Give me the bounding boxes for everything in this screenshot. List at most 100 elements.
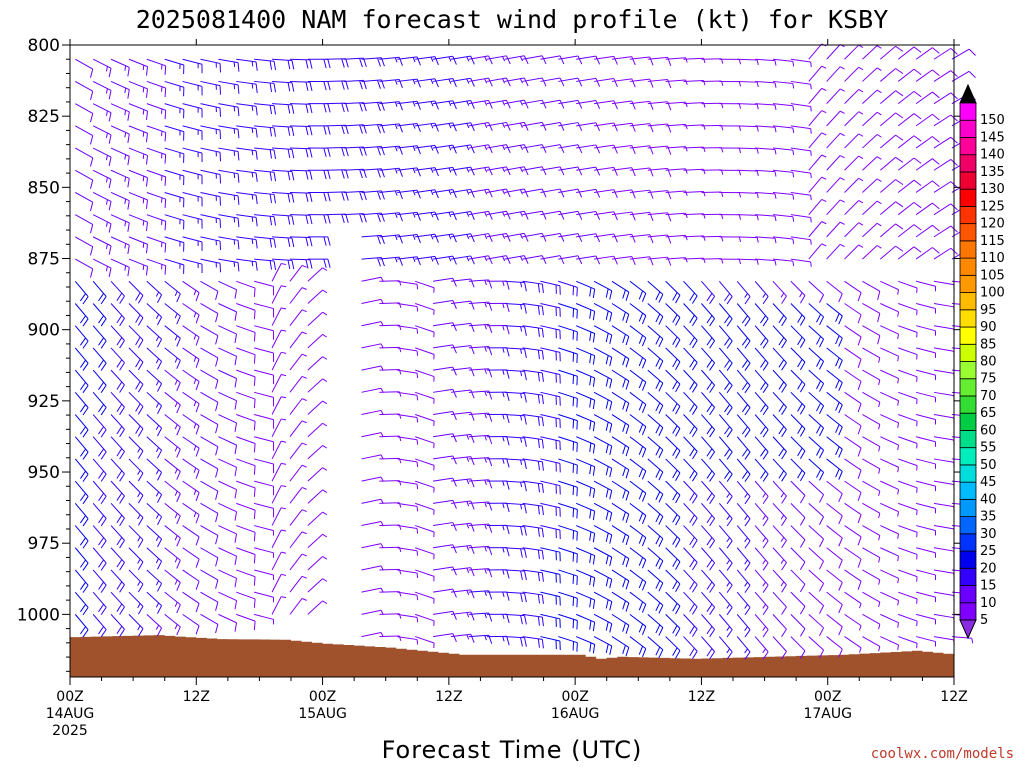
barb-shaft [92,125,112,136]
wind-barb [415,167,439,177]
barb-shaft [361,520,382,527]
barb-shaft [92,80,112,91]
barb-flag [709,518,716,527]
barb-flag [137,606,144,615]
wind-barb [647,591,664,614]
barb-flag [819,627,825,637]
barb-flag [658,627,664,636]
wind-barb [218,80,240,94]
wind-barb [844,525,862,546]
barb-flag [857,381,862,391]
barb-shaft [218,391,237,402]
barb-shaft [200,414,219,425]
barb-shaft [504,391,525,395]
barb-shaft [75,192,93,203]
barb-flag [524,615,527,625]
barb-flag [592,488,596,498]
barb-half-flag [821,132,827,136]
barb-flag [838,493,843,503]
barb-shaft [540,369,561,376]
barb-shaft [522,458,543,463]
barb-shaft [432,433,453,438]
barb-shaft [379,457,400,460]
barb-flag [672,447,678,457]
wind-barb [397,123,421,133]
wind-barb [558,144,583,154]
colorbar-tick-label: 125 [980,199,1005,214]
barb-flag [613,189,618,199]
wind-barb [307,267,328,282]
barb-half-flag [821,243,827,247]
barb-shaft [164,303,181,317]
barb-flag [287,104,291,114]
barb-shaft [182,613,200,627]
barb-shaft [432,300,453,304]
barb-flag [309,170,313,180]
barb-shaft [236,191,257,196]
wind-barb [772,214,795,222]
wind-barb [915,502,937,514]
wind-barb [164,280,181,303]
wind-barb [719,58,742,65]
barb-shaft [92,169,112,180]
barb-shaft [415,391,435,400]
wind-barb [110,480,125,504]
wind-barb [236,591,256,608]
barb-flag [726,629,733,638]
barb-flag [781,295,787,304]
barb-shaft [844,458,862,471]
barb-shaft [432,211,453,216]
barb-flag [79,559,86,568]
barb-shaft [844,66,860,82]
barb-flag [672,580,678,590]
barb-shaft [826,391,843,406]
barb-shaft [701,503,715,519]
barb-flag [137,561,144,571]
barb-shaft [182,591,200,604]
barb-shaft [397,547,418,552]
wind-barb [271,351,287,371]
barb-flag [505,166,511,176]
barb-flag [452,633,457,643]
barb-flag [176,426,181,436]
wind-barb [74,436,89,460]
barb-shaft [898,325,918,333]
barb-shaft [611,369,630,382]
barb-flag [762,407,769,416]
barb-shaft [754,569,769,586]
barb-flag [655,491,661,500]
barb-half-flag [685,168,688,174]
barb-flag [913,135,922,142]
barb-flag [613,211,618,221]
barb-shaft [432,322,453,327]
colorbar-tick-label: 145 [980,130,1005,145]
barb-flag [689,337,695,346]
barb-flag [589,642,592,652]
barb-flag [291,193,295,203]
wind-barb [272,125,295,137]
barb-half-flag [394,257,398,263]
barb-flag [82,362,89,371]
wind-barb [307,125,331,135]
wind-barb [826,347,843,369]
barb-flag [559,144,565,154]
barb-shaft [576,369,595,379]
wind-barb [683,614,698,637]
wind-barb [128,214,149,232]
barb-shaft [880,480,899,490]
barb-flag [255,150,258,160]
barb-shaft [808,480,824,495]
wind-barb [504,302,527,314]
barb-flag [255,239,258,249]
barb-shaft [75,58,93,70]
wind-barb [701,303,716,327]
barb-shaft [665,614,681,629]
barb-flag [416,101,421,110]
wind-barb [92,103,112,122]
wind-barb [737,169,759,176]
barb-shaft [558,636,578,644]
colorbar-swatch [959,205,977,225]
barb-shaft [307,311,323,327]
barb-shaft [665,436,681,452]
wind-barb [164,547,181,569]
